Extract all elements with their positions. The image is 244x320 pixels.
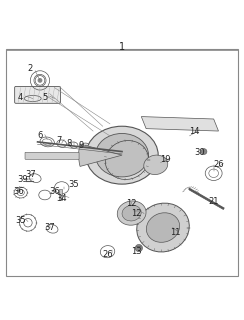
Circle shape [38,78,42,83]
Text: 7: 7 [57,136,62,145]
Polygon shape [141,116,218,131]
Ellipse shape [144,155,168,174]
Text: 6: 6 [37,132,43,140]
Bar [59,189,62,200]
Text: 37: 37 [44,223,55,232]
Text: 2: 2 [28,64,33,73]
Text: 9: 9 [78,141,84,150]
Text: 37: 37 [25,170,36,179]
Text: 1: 1 [119,42,125,52]
Text: 11: 11 [170,228,180,237]
Text: 12: 12 [126,199,137,208]
Ellipse shape [122,205,141,221]
Circle shape [201,149,207,155]
Text: 8: 8 [66,139,72,148]
Ellipse shape [146,213,180,242]
Text: 14: 14 [189,126,200,136]
Text: 5: 5 [42,93,47,102]
Circle shape [135,244,142,252]
Text: 12: 12 [131,209,142,218]
FancyBboxPatch shape [15,86,61,103]
Text: 4: 4 [18,93,23,102]
Text: 36: 36 [49,187,60,196]
Wedge shape [79,144,122,166]
Text: 26: 26 [102,250,113,259]
Ellipse shape [137,203,189,252]
Text: 36: 36 [13,187,24,196]
Text: 26: 26 [213,160,224,169]
Text: 39: 39 [18,175,28,184]
Text: 30: 30 [194,148,204,157]
Text: 19: 19 [160,156,171,164]
FancyBboxPatch shape [25,152,79,159]
Ellipse shape [86,126,158,184]
Text: 35: 35 [15,216,26,225]
Text: 34: 34 [56,194,67,203]
Ellipse shape [95,133,149,177]
Text: 21: 21 [208,196,219,205]
Text: 35: 35 [69,180,79,188]
Text: 13: 13 [131,247,142,256]
Ellipse shape [117,201,146,225]
